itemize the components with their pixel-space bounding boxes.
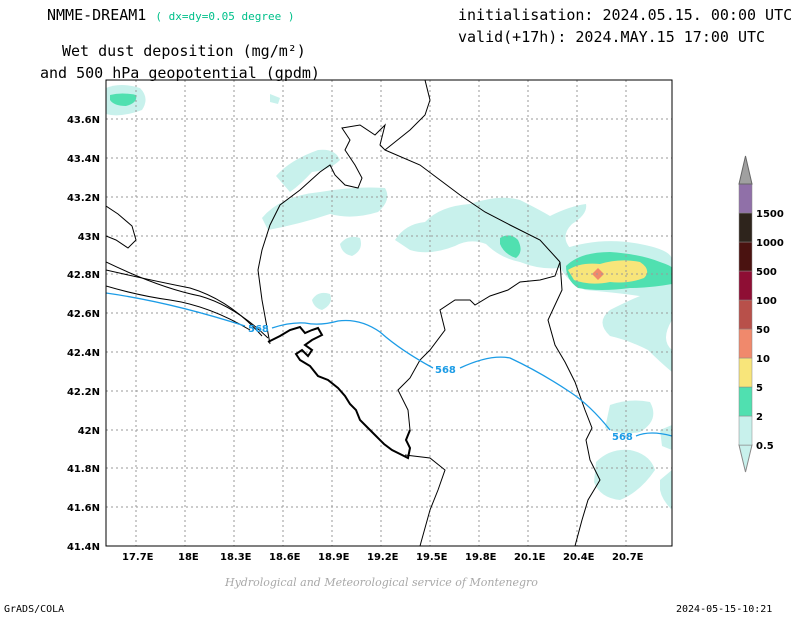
legend-swatch: [738, 241, 753, 272]
legend-arrow-high: [738, 155, 753, 185]
legend-arrow-low: [738, 444, 753, 473]
dust-patch: [500, 235, 521, 258]
lon-tick: 20.7E: [612, 552, 644, 563]
dust-patch: [395, 197, 587, 269]
legend-swatch: [738, 270, 753, 301]
dust-patch: [568, 260, 648, 284]
lon-axis: 17.7E 18E 18.3E 18.6E 18.9E 19.2E 19.5E …: [122, 552, 644, 563]
legend-swatch: [738, 328, 753, 359]
lon-tick: 20.1E: [514, 552, 546, 563]
border: [106, 285, 251, 331]
legend-label: 1000: [756, 238, 784, 249]
coastline: [267, 325, 412, 460]
legend-swatch: [738, 299, 753, 330]
dust-patch: [660, 470, 672, 510]
legend-swatch: [738, 386, 753, 417]
lon-tick: 19.5E: [416, 552, 448, 563]
border: [106, 269, 263, 337]
lat-tick: 42N: [78, 426, 100, 437]
lon-tick: 20.4E: [563, 552, 595, 563]
software-label: GrADS/COLA: [4, 604, 65, 615]
model-name: NMME-DREAM1: [47, 6, 147, 24]
lat-tick: 42.8N: [67, 270, 100, 281]
legend-label: 2: [756, 412, 763, 423]
border: [384, 149, 561, 263]
lon-tick: 19.2E: [367, 552, 399, 563]
legend-label: 1500: [756, 209, 784, 220]
lat-tick: 41.8N: [67, 464, 100, 475]
lon-tick: 18.6E: [269, 552, 301, 563]
contour-label: 568: [248, 324, 269, 335]
contour-label: 568: [435, 365, 456, 376]
legend-swatch: [738, 415, 753, 446]
legend-label: 50: [756, 325, 770, 336]
lon-tick: 17.7E: [122, 552, 154, 563]
variable-title-line2: and 500 hPa geopotential (gpdm): [40, 64, 320, 82]
border: [106, 261, 269, 339]
variable-title-line1: Wet dust deposition (mg/m²): [62, 42, 306, 60]
lat-tick: 41.6N: [67, 503, 100, 514]
lat-axis: 43.6N 43.4N 43.2N 43N 42.8N 42.6N 42.4N …: [67, 115, 100, 553]
legend-label: 10: [756, 354, 770, 365]
dust-patch: [276, 149, 340, 192]
lat-tick: 42.6N: [67, 309, 100, 320]
legend-label: 5: [756, 383, 763, 394]
lat-tick: 43.4N: [67, 154, 100, 165]
plot-frame: [105, 79, 673, 547]
lat-tick: 41.4N: [67, 542, 100, 553]
dust-patch: [660, 425, 672, 450]
contour-label: 568: [612, 432, 633, 443]
lon-tick: 19.8E: [465, 552, 497, 563]
legend-swatch: [738, 183, 753, 214]
border: [404, 454, 446, 546]
border: [106, 205, 137, 249]
graticule: [106, 80, 672, 546]
model-resolution: ( dx=dy=0.05 degree ): [155, 10, 295, 23]
legend-label: 100: [756, 296, 777, 307]
dust-patch: [594, 449, 655, 500]
dust-patch: [340, 236, 361, 256]
credit-text: Hydrological and Meteorological service …: [225, 576, 538, 589]
dust-patch: [110, 93, 137, 106]
coastlines-borders: 568 568 568: [106, 80, 672, 546]
lat-tick: 43.2N: [67, 193, 100, 204]
lat-tick: 42.2N: [67, 387, 100, 398]
legend-label: 500: [756, 267, 777, 278]
legend-swatch: [738, 212, 753, 243]
dust-patch: [270, 94, 280, 104]
geopotential-contour-568: [106, 292, 672, 437]
border: [397, 261, 561, 431]
dust-patch: [262, 187, 388, 230]
lon-tick: 18.9E: [318, 552, 350, 563]
lat-tick: 43N: [78, 232, 100, 243]
legend-swatch: [738, 357, 753, 388]
lon-tick: 18.3E: [220, 552, 252, 563]
lat-tick: 43.6N: [67, 115, 100, 126]
legend-label: 0.5: [756, 441, 774, 452]
color-legend: 0.5 2 5 10 50 100 500 1000 1500: [738, 155, 784, 473]
border: [547, 261, 601, 546]
init-time: initialisation: 2024.05.15. 00:00 UTC: [458, 6, 793, 24]
dust-patch: [605, 400, 654, 434]
lat-tick: 42.4N: [67, 348, 100, 359]
model-title: NMME-DREAM1 ( dx=dy=0.05 degree ): [47, 6, 294, 24]
border: [257, 80, 431, 345]
timestamp: 2024-05-15-10:21: [676, 604, 773, 615]
valid-time: valid(+17h): 2024.MAY.15 17:00 UTC: [458, 28, 766, 46]
dust-patch: [312, 292, 331, 310]
lon-tick: 18E: [178, 552, 199, 563]
